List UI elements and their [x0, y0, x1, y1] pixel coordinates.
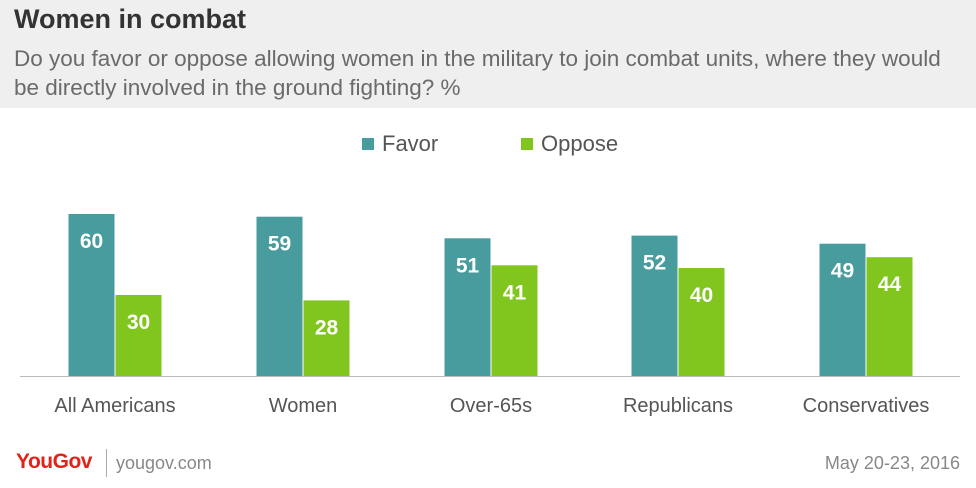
bar-favor-2 — [444, 238, 491, 376]
legend-label-oppose: Oppose — [541, 131, 619, 156]
chart-legend: Favor Oppose — [0, 131, 976, 157]
bar-favor-0 — [68, 214, 115, 376]
data-label-favor-1: 59 — [268, 233, 291, 256]
bar-oppose-3 — [678, 268, 725, 376]
data-label-oppose-3: 40 — [690, 284, 713, 307]
footer-site: yougov.com — [116, 453, 212, 473]
bar-favor-4 — [819, 243, 866, 376]
chart-title: Women in combat — [14, 4, 247, 34]
category-label-2: Over-65s — [450, 395, 532, 417]
data-label-favor-4: 49 — [831, 260, 854, 283]
bar-oppose-1 — [303, 300, 350, 376]
legend-swatch-oppose — [521, 138, 533, 150]
bar-favor-1 — [256, 216, 303, 376]
bar-favor-3 — [631, 235, 678, 376]
category-label-0: All Americans — [54, 395, 175, 417]
data-label-oppose-2: 41 — [503, 281, 527, 304]
header-band: Women in combat Do you favor or oppose a… — [0, 0, 976, 108]
data-label-oppose-4: 44 — [878, 273, 902, 296]
category-label-3: Republicans — [623, 395, 733, 417]
bar-oppose-2 — [491, 265, 538, 376]
footer-date: May 20-23, 2016 — [824, 453, 960, 473]
data-label-oppose-0: 30 — [127, 311, 150, 334]
bar-chart: 60 30 All Americans 59 28 Women 51 41 Over-65s 52… — [20, 214, 960, 417]
data-label-favor-0: 60 — [80, 230, 103, 253]
category-label-4: Conservatives — [803, 395, 930, 417]
chart-subtitle: Do you favor or oppose allowing women in… — [14, 46, 941, 100]
legend-swatch-favor — [362, 138, 374, 150]
data-label-favor-2: 51 — [456, 254, 480, 277]
yougov-logo: YouGov — [16, 450, 92, 473]
legend-label-favor: Favor — [382, 131, 439, 156]
data-label-favor-3: 52 — [643, 252, 666, 275]
legend-item-oppose: Oppose — [521, 131, 618, 157]
category-label-1: Women — [269, 395, 338, 417]
legend-item-favor: Favor — [362, 131, 438, 157]
bar-oppose-0 — [115, 295, 162, 376]
bar-oppose-4 — [866, 257, 913, 376]
data-label-oppose-1: 28 — [315, 316, 339, 339]
footer-divider — [106, 449, 107, 477]
